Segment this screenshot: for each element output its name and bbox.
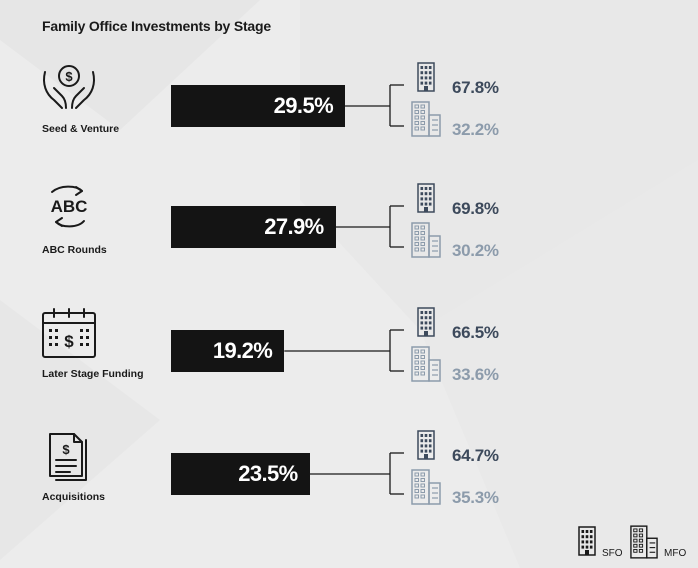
stage-row-later-stage: $ Later Stage Funding 19.2% 66.5% 33.6% bbox=[0, 307, 698, 417]
svg-text:$: $ bbox=[64, 332, 74, 351]
stage-label: Later Stage Funding bbox=[42, 368, 144, 380]
stage-row-seed-venture: $ Seed & Venture 29.5% 67.8% 32.2% bbox=[0, 62, 698, 172]
bracket-connector bbox=[309, 452, 404, 495]
sfo-percent: 69.8% bbox=[452, 199, 499, 218]
bar-value-label: 19.2% bbox=[212, 338, 273, 363]
mfo-percent: 35.3% bbox=[452, 488, 499, 507]
bar-value-label: 27.9% bbox=[264, 214, 324, 239]
stage-row-acquisitions: $ Acquisitions 23.5% 64.7% 35.3% bbox=[0, 430, 698, 540]
bar: 29.5% bbox=[171, 85, 346, 127]
bracket-connector bbox=[345, 84, 404, 127]
sfo-percent: 64.7% bbox=[452, 446, 499, 465]
sfo-building-icon bbox=[417, 62, 435, 92]
sfo-percent: 66.5% bbox=[452, 323, 499, 342]
sfo-percent: 67.8% bbox=[452, 78, 499, 97]
legend-sfo-label: SFO bbox=[602, 548, 623, 559]
legend-mfo-label: MFO bbox=[664, 548, 687, 559]
sfo-building-icon bbox=[417, 183, 435, 213]
bar-value-label: 23.5% bbox=[238, 461, 298, 486]
mfo-percent: 30.2% bbox=[452, 241, 499, 260]
sfo-building-icon bbox=[417, 307, 435, 337]
bracket-connector bbox=[284, 329, 404, 372]
stage-label: ABC Rounds bbox=[42, 244, 107, 256]
bar: 19.2% bbox=[171, 330, 285, 372]
bracket-connector bbox=[335, 205, 404, 248]
mfo-percent: 32.2% bbox=[452, 120, 499, 139]
mfo-building-icon bbox=[411, 222, 441, 258]
chart-title: Family Office Investments by Stage bbox=[42, 18, 271, 34]
mfo-building-icon bbox=[411, 346, 441, 382]
svg-text:ABC: ABC bbox=[51, 197, 88, 216]
calendar-dollar-icon: $ bbox=[42, 308, 96, 358]
svg-text:$: $ bbox=[65, 69, 73, 84]
bar: 23.5% bbox=[171, 453, 310, 495]
svg-text:$: $ bbox=[62, 442, 70, 457]
mfo-building-icon bbox=[630, 524, 658, 560]
money-hands-icon: $ bbox=[43, 65, 95, 109]
stage-label: Acquisitions bbox=[42, 491, 106, 503]
stage-row-abc-rounds: ABC ABC Rounds 27.9% 69.8% 30.2% bbox=[0, 183, 698, 293]
bar: 27.9% bbox=[171, 206, 336, 248]
abc-cycle-icon: ABC bbox=[51, 185, 88, 228]
sfo-building-icon bbox=[417, 430, 435, 460]
mfo-building-icon bbox=[411, 469, 441, 505]
mfo-percent: 33.6% bbox=[452, 365, 499, 384]
documents-dollar-icon: $ bbox=[49, 433, 87, 481]
bar-value-label: 29.5% bbox=[273, 93, 334, 118]
mfo-building-icon bbox=[411, 101, 441, 137]
stage-label: Seed & Venture bbox=[42, 123, 120, 135]
sfo-building-icon bbox=[578, 526, 596, 562]
